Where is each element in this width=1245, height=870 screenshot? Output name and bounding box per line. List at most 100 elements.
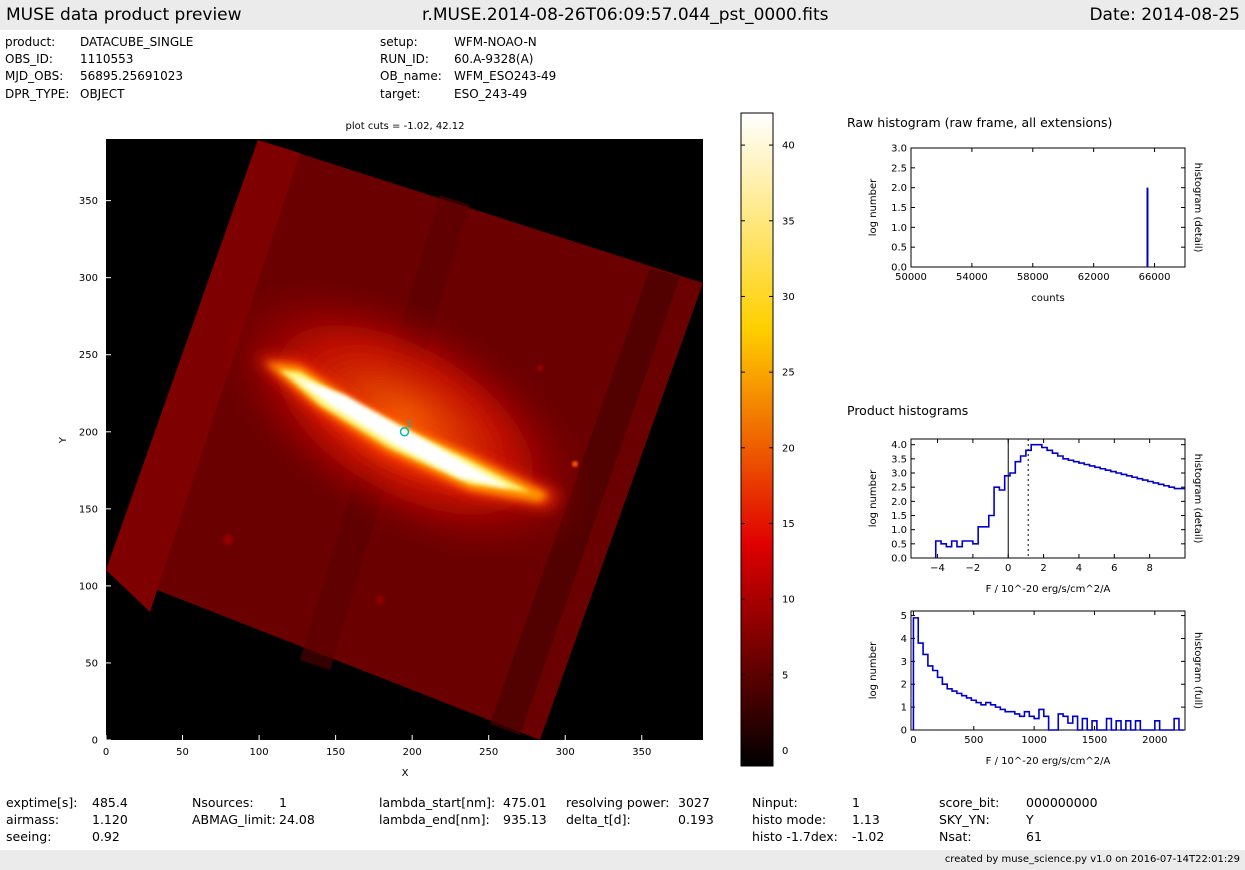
y-tick-label: 4 — [901, 634, 907, 645]
stat-key: lambda_start[nm]: — [379, 795, 496, 810]
histogram-line — [934, 443, 1185, 558]
stat-value: 1 — [852, 795, 860, 810]
colorbar-ticks: 0 5 10 15 20 25 30 35 40 — [741, 141, 795, 757]
colorbar-tick-label: 25 — [782, 368, 795, 379]
image-x-label: X — [402, 768, 409, 779]
stat-key: histo mode: — [752, 812, 827, 827]
meta-key: product: — [5, 35, 56, 49]
image-x-tick-label: 50 — [176, 747, 189, 758]
image-axes: 0 50 100 150 200 250 300 350 0 50 100 150 200 250 300 3… — [79, 196, 651, 758]
image-x-tick-label: 350 — [632, 747, 651, 758]
y-tick-label: 5 — [901, 611, 907, 622]
y-tick-label: 2 — [901, 680, 907, 691]
stat-value: 1.120 — [92, 812, 128, 827]
image-x-tick-label: 300 — [556, 747, 575, 758]
image-y-tick-label: 100 — [79, 581, 98, 592]
meta-key: RUN_ID: — [380, 52, 429, 66]
colorbar-tick-label: 5 — [782, 670, 788, 681]
source-marker-label: 1 — [407, 419, 413, 430]
right-axis-label: histogram (detail) — [1192, 163, 1203, 253]
meta-key: OB_name: — [380, 69, 442, 83]
y-axis-label: log number — [868, 641, 879, 699]
meta-value: DATACUBE_SINGLE — [80, 35, 194, 49]
stat-value: 000000000 — [1026, 795, 1098, 810]
colorbar-tick-label: 35 — [782, 216, 795, 227]
x-tick-label: 4 — [1076, 563, 1082, 574]
title-bar — [0, 0, 1245, 30]
meta-value: 56895.25691023 — [80, 69, 184, 83]
colorbar-tick-label: 0 — [782, 746, 788, 757]
stat-key: exptime[s]: — [6, 795, 78, 810]
x-tick-label: 50000 — [895, 272, 927, 283]
y-tick-label: 2.5 — [891, 163, 907, 174]
meta-value: WFM_ESO243-49 — [454, 69, 557, 83]
image-y-tick-label: 150 — [79, 504, 98, 515]
product-histogram-detail: −4 −2 0 2 4 6 8 0.0 0.5 1.0 1.5 2.0 2.5 3.0 3.5 4.0 F / … — [868, 438, 1203, 595]
x-tick-label: 8 — [1146, 563, 1152, 574]
meta-key: target: — [380, 87, 421, 101]
y-tick-label: 3.0 — [891, 144, 907, 155]
stat-key: Nsources: — [192, 795, 254, 810]
bright-star — [572, 461, 578, 467]
raw-histogram-title: Raw histogram (raw frame, all extensions… — [847, 115, 1112, 130]
y-tick-label: 2.0 — [891, 497, 907, 508]
x-axis-label: counts — [1031, 293, 1064, 304]
image-x-tick-label: 250 — [479, 747, 498, 758]
image-y-label: Y — [58, 436, 69, 444]
meta-value: 1110553 — [80, 52, 134, 66]
x-tick-label: 500 — [964, 735, 983, 746]
y-tick-label: 0 — [901, 726, 907, 737]
colorbar-tick-label: 30 — [782, 292, 795, 303]
stat-value: 0.92 — [92, 829, 120, 844]
stat-value: 485.4 — [92, 795, 128, 810]
product-histogram-full: 0 500 1000 1500 2000 0 1 2 3 4 5 F / 10^-20 erg/s/c… — [868, 610, 1203, 767]
stat-value: 1.13 — [852, 812, 880, 827]
image-y-tick-label: 350 — [79, 196, 98, 207]
stat-key: score_bit: — [939, 795, 1000, 810]
stat-key: Ninput: — [752, 795, 798, 810]
image-y-tick-label: 0 — [92, 736, 98, 747]
meta-value: ESO_243-49 — [454, 87, 528, 101]
plot-frame — [910, 438, 1186, 559]
stat-key: histo -1.7dex: — [752, 829, 838, 844]
stat-value: 24.08 — [279, 812, 315, 827]
stat-key: ABMAG_limit: — [192, 812, 276, 827]
stat-key: SKY_YN: — [939, 812, 990, 827]
y-tick-label: 1.0 — [891, 525, 907, 536]
stat-value: 475.01 — [503, 795, 547, 810]
stat-key: resolving power: — [566, 795, 670, 810]
date-label: Date: 2014-08-25 — [1089, 5, 1240, 25]
stat-value: 0.193 — [678, 812, 714, 827]
raw-histogram: 50000 54000 58000 62000 66000 0.0 0.5 1.0 1.5 2.0… — [868, 144, 1203, 305]
image-y-tick-label: 50 — [85, 658, 98, 669]
y-axis-label: log number — [868, 469, 879, 527]
y-tick-label: 2.5 — [891, 483, 907, 494]
x-tick-label: 66000 — [1139, 272, 1171, 283]
y-tick-label: 1.5 — [891, 203, 907, 214]
colorbar-tick-label: 15 — [782, 519, 795, 530]
y-tick-label: 3 — [901, 657, 907, 668]
x-tick-label: 58000 — [1017, 272, 1049, 283]
stat-key: seeing: — [6, 829, 52, 844]
y-tick-label: 2.0 — [891, 183, 907, 194]
source-marker — [399, 427, 410, 437]
meta-key: DPR_TYPE: — [5, 87, 70, 101]
y-tick-label: 0.0 — [891, 554, 907, 565]
colorbar: 0 5 10 15 20 25 30 35 40 — [740, 112, 795, 767]
y-axis-label: log number — [868, 178, 879, 236]
galaxy-image — [106, 140, 703, 740]
stat-value: -1.02 — [852, 829, 885, 844]
app-title: MUSE data product preview — [6, 5, 242, 25]
stat-key: Nsat: — [939, 829, 972, 844]
x-tick-label: 6 — [1111, 563, 1117, 574]
y-tick-label: 1.0 — [891, 223, 907, 234]
y-tick-label: 0.0 — [891, 263, 907, 274]
right-axis-label: histogram (detail) — [1192, 454, 1203, 544]
image-x-tick-label: 200 — [403, 747, 422, 758]
right-axis-label: histogram (full) — [1192, 632, 1203, 709]
image-title: plot cuts = -1.02, 42.12 — [346, 121, 465, 132]
meta-value: OBJECT — [80, 87, 125, 101]
product-histograms-title: Product histograms — [847, 403, 968, 418]
colorbar-tick-label: 40 — [782, 141, 795, 152]
